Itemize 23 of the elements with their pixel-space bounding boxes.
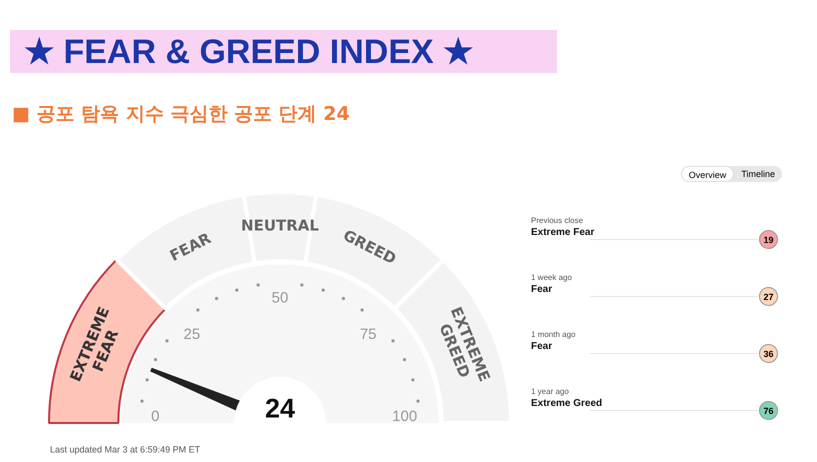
text: 25 — [183, 326, 200, 343]
text: 76 — [759, 401, 778, 420]
text: 75 — [360, 326, 377, 343]
chart-subtitle: ■ 공포 탐욕 지수 극심한 공포 단계 24 — [12, 102, 350, 127]
text: 24 — [264, 393, 296, 424]
text: Fear — [531, 341, 552, 352]
text: 1 month ago — [531, 330, 576, 339]
chart-title: ★ FEAR & GREED INDEX ★ — [10, 30, 557, 73]
text: Extreme Fear — [531, 227, 594, 238]
text: 50 — [272, 289, 288, 306]
text: Fear — [531, 284, 552, 295]
text: 1 week ago — [531, 273, 572, 282]
text: Last updated Mar 3 at 6:59:49 PM ET — [50, 444, 201, 454]
text: 19 — [759, 230, 778, 249]
text: Extreme Greed — [531, 398, 602, 409]
text: 0 — [151, 408, 160, 426]
text: 1 year ago — [531, 387, 569, 396]
view-toggle: Overview Timeline — [680, 166, 782, 182]
text: 27 — [759, 287, 778, 306]
text: Previous close — [531, 216, 584, 225]
text: 100 — [392, 408, 418, 426]
slice-label: NEUTRAL — [241, 216, 320, 235]
text: 36 — [759, 344, 778, 363]
